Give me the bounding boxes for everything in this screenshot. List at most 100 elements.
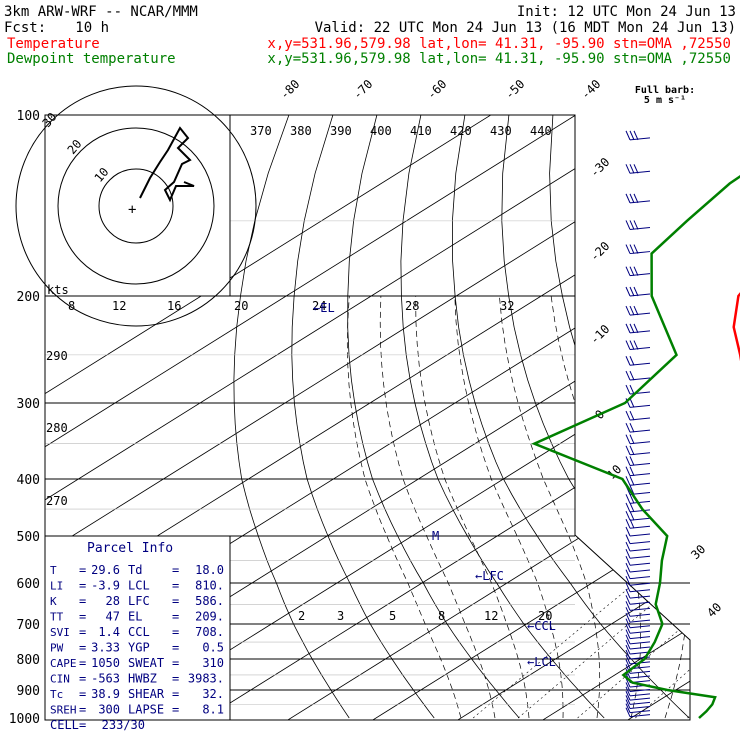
parcel-value-lcl: 810. (195, 579, 224, 593)
mixing-ratio-label-2: 2 (298, 609, 305, 623)
parcel-value-sweat: 310 (202, 656, 224, 670)
moist-adiabat-18 (685, 296, 740, 718)
parcel-value-lfc: 586. (195, 594, 224, 608)
parcel-eq: = (172, 594, 179, 608)
wind-barb (626, 131, 650, 140)
parcel-eq: = (172, 625, 179, 639)
parcel-key-hwbz: HWBZ (128, 672, 157, 686)
wind-barb (626, 476, 650, 485)
annotation-el: ←EL (313, 301, 335, 315)
isotherm-label--80: -80 (277, 77, 302, 102)
parcel-value-td: 18.0 (195, 563, 224, 577)
dry-adiabat-290 (452, 115, 689, 718)
parcel-eq: = (172, 703, 179, 717)
mixing-ratio-2 (473, 583, 635, 718)
wind-barb (626, 630, 650, 639)
parcel-value-tc: 38.9 (91, 687, 120, 701)
forecast-hour: 10 h (75, 20, 109, 36)
pressure-label-200: 200 (17, 290, 40, 305)
theta-label-290: 290 (46, 349, 68, 363)
valid-time: Valid: 22 UTC Mon 24 Jun 13 (16 MDT Mon … (315, 20, 736, 36)
wind-barb (626, 220, 650, 229)
theta-e-label-370: 370 (250, 124, 272, 138)
wind-barb (626, 645, 650, 654)
parcel-eq: = (172, 656, 179, 670)
pressure-label-500: 500 (17, 530, 40, 545)
parcel-key-lapse: LAPSE (128, 703, 164, 717)
pressure-label-1000: 1000 (9, 712, 40, 727)
moist-adiabat--2 (416, 296, 529, 718)
parcel-value-shear: 32. (202, 687, 224, 701)
moist-adiabat-22 (733, 296, 740, 718)
pressure-label-400: 400 (17, 473, 40, 488)
parcel-value-sreh: 300 (98, 703, 120, 717)
parcel-eq: = (79, 625, 86, 639)
isotherm-label--30: -30 (587, 155, 612, 180)
pressure-label-700: 700 (17, 618, 40, 633)
parcel-value-ccl: 708. (195, 625, 224, 639)
parcel-key-lfc: LFC (128, 594, 150, 608)
parcel-key-cape: CAPE (50, 657, 77, 670)
isotherm-label--10: -10 (587, 322, 612, 347)
wind-barb (626, 640, 650, 649)
wind-barb (626, 356, 650, 365)
parcel-eq: = (79, 672, 86, 686)
isotherm-label-30: 30 (688, 542, 708, 562)
wind-barb (626, 635, 650, 644)
annotation-lfc: ←LFC (475, 569, 504, 583)
parcel-value-ygp: 0.5 (202, 641, 224, 655)
parcel-value-cape: 1050 (91, 656, 120, 670)
isotherm-20 (673, 90, 740, 740)
hodograph-speed-unit: kts (47, 283, 69, 297)
isotherm--20 (333, 90, 740, 740)
dry-adiabat-310 (550, 115, 740, 718)
wind-barbs (626, 131, 650, 717)
wind-barb (626, 164, 650, 173)
parcel-key-cin: CIN (50, 673, 70, 686)
forecast-label: Fcst: (4, 20, 46, 36)
pressure-label-300: 300 (17, 397, 40, 412)
wind-barb (626, 245, 650, 254)
parcel-value-cin: -563 (91, 672, 120, 686)
annotation-mark: M (432, 529, 439, 543)
model-title: 3km ARW-WRF -- NCAR/MMM (4, 4, 198, 20)
wind-barb (626, 287, 650, 296)
parcel-eq: = (79, 687, 86, 701)
wind-barb (626, 267, 650, 276)
parcel-value-svi: 1.4 (98, 625, 120, 639)
theta-e-label-400: 400 (370, 124, 392, 138)
parcel-key-tc: Tc (50, 688, 63, 701)
parcel-eq: = (79, 594, 86, 608)
isotherm-10 (588, 90, 740, 740)
parcel-value-pw: 3.33 (91, 641, 120, 655)
parcel-eq: = (79, 563, 86, 577)
parcel-key-cell: CELL (50, 718, 79, 732)
parcel-eq: = (79, 656, 86, 670)
pressure-label-100: 100 (17, 109, 40, 124)
wind-barb (626, 467, 650, 476)
temperature-profile-line (734, 115, 740, 718)
dry-adiabat-250 (234, 115, 349, 718)
wind-barb (626, 371, 650, 380)
isotherm-label--60: -60 (424, 77, 449, 102)
dry-adiabat-260 (292, 115, 434, 718)
parcel-value-tt: 47 (106, 610, 120, 624)
parcel-info-title: Parcel Info (87, 541, 173, 556)
dry-adiabat-340 (685, 115, 740, 718)
isotherm-label--40: -40 (578, 77, 603, 102)
hodograph-axis-label-20: 20 (234, 299, 248, 313)
parcel-eq: = (172, 563, 179, 577)
parcel-value-el: 209. (195, 610, 224, 624)
parcel-key-lcl: LCL (128, 579, 150, 593)
isotherm-label--50: -50 (502, 77, 527, 102)
parcel-value-li: -3.9 (91, 579, 120, 593)
temperature-station-info: x,y=531.96,579.98 lat,lon= 41.31, -95.90… (267, 36, 731, 52)
isotherm-label-40: 40 (704, 600, 724, 620)
parcel-value-hwbz: 3983. (188, 672, 224, 686)
wind-barb (626, 194, 650, 203)
wind-barb (626, 341, 650, 350)
pressure-label-800: 800 (17, 653, 40, 668)
